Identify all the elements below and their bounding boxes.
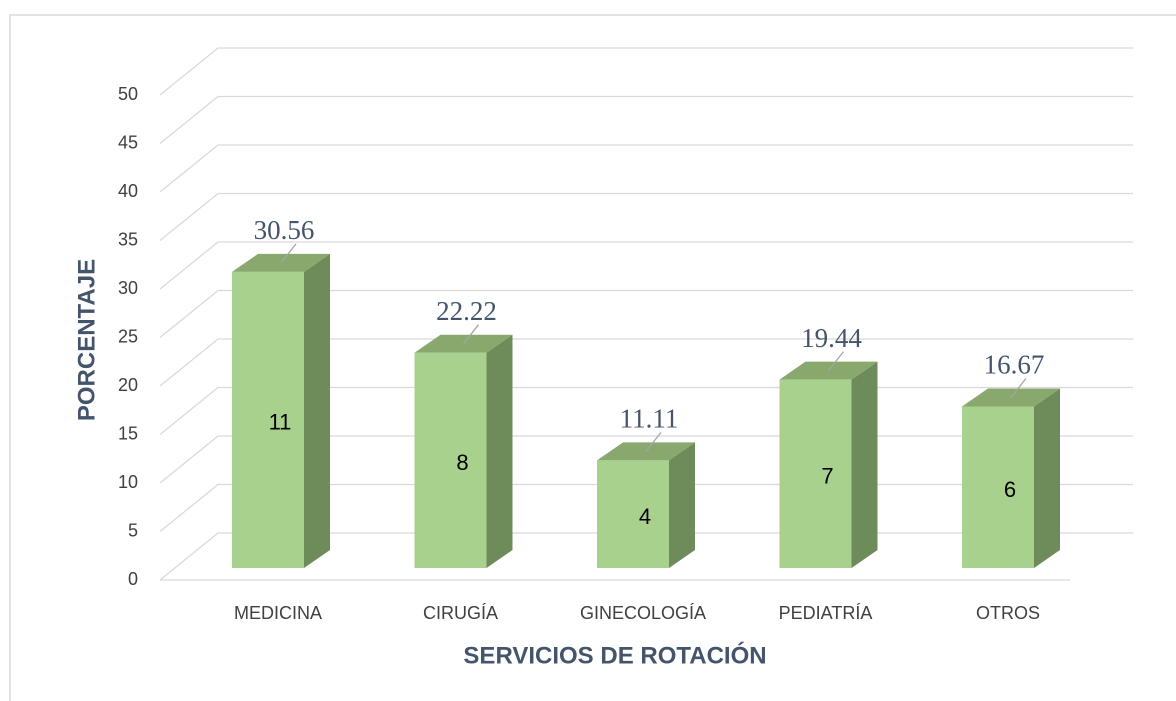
y-tick-label: 10: [118, 472, 138, 492]
y-tick-label: 45: [118, 132, 138, 152]
x-tick-label: PEDIATRÍA: [779, 603, 873, 623]
frame: [9, 14, 1176, 701]
x-tick-label: GINECOLOGÍA: [580, 603, 706, 623]
count-label: 4: [639, 504, 651, 529]
y-tick-label: 20: [118, 375, 138, 395]
count-label: 7: [821, 464, 833, 489]
y-tick-label: 15: [118, 423, 138, 443]
leader-line: [827, 351, 845, 372]
y-tick-label: 30: [118, 278, 138, 298]
bar: [962, 406, 1034, 568]
y-tick-label: 50: [118, 84, 138, 104]
bar-side: [669, 442, 695, 568]
bar-side: [486, 334, 513, 568]
leader-line: [462, 324, 480, 345]
y-tick-label: 35: [118, 229, 138, 249]
value-label: 16.67: [984, 350, 1045, 380]
bar: [779, 379, 852, 568]
y-tick-label: 25: [118, 326, 138, 346]
grid-line: [159, 192, 1133, 242]
value-label: 30.56: [254, 215, 315, 245]
bar-side: [1034, 388, 1060, 568]
grid-line: [159, 47, 1133, 96]
value-label: 11.11: [620, 404, 679, 434]
bar-side: [851, 361, 878, 568]
bar: [414, 352, 487, 568]
leader-line: [645, 431, 662, 452]
y-tick-label: 40: [118, 181, 138, 201]
bar: [232, 271, 304, 568]
count-label: 11: [269, 410, 292, 435]
x-tick-label: MEDICINA: [234, 603, 322, 623]
grid-line: [159, 241, 1133, 290]
grid-line: [159, 289, 1133, 339]
grid-line: [159, 144, 1133, 193]
value-label: 19.44: [801, 323, 862, 353]
x-axis-title: SERVICIOS DE ROTACIÓN: [463, 641, 766, 669]
x-tick-label: OTROS: [976, 603, 1040, 623]
count-label: 8: [456, 450, 468, 475]
y-axis-title: PORCENTAJE: [73, 259, 100, 421]
grid-line: [159, 338, 1133, 387]
value-label: 22.22: [436, 296, 497, 326]
bar-side: [304, 253, 330, 568]
y-tick-label: 0: [128, 569, 138, 589]
y-tick-label: 5: [128, 520, 138, 540]
x-tick-label: CIRUGÍA: [423, 603, 498, 623]
bar: [597, 460, 669, 568]
leader-line: [280, 243, 297, 264]
count-label: 6: [1004, 477, 1016, 502]
grid-line: [159, 95, 1133, 145]
leader-line: [1010, 378, 1027, 398]
